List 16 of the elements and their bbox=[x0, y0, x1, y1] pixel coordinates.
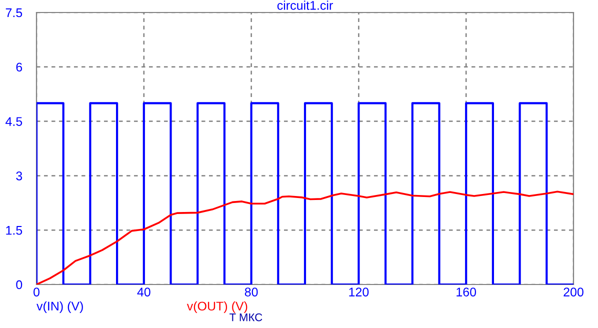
x-tick-label: 40 bbox=[137, 288, 150, 296]
y-tick-label: 3 bbox=[16, 172, 22, 180]
x-tick-label: 0 bbox=[34, 288, 40, 296]
x-axis-title: T МКС bbox=[230, 313, 262, 322]
y-tick-label: 6 bbox=[16, 62, 22, 72]
x-tick-label: 120 bbox=[349, 288, 369, 296]
x-tick-label: 80 bbox=[244, 288, 258, 296]
y-tick-label: 4.5 bbox=[6, 117, 22, 126]
y-tick-label: 7.5 bbox=[6, 8, 22, 18]
x-tick-label: 160 bbox=[456, 288, 476, 296]
chart-title: circuit1.cir bbox=[277, 0, 333, 10]
series-label: v(IN) (V) bbox=[36, 301, 83, 314]
text: v(OUT) (V) bbox=[186, 301, 248, 314]
y-tick-label: 1.5 bbox=[6, 226, 22, 235]
x-tick-label: 200 bbox=[564, 288, 584, 296]
y-tick-label: 0 bbox=[16, 280, 22, 290]
